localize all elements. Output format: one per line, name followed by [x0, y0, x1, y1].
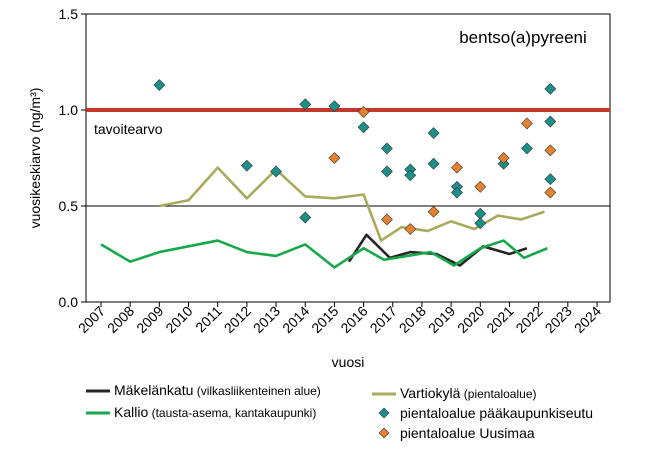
x-tick-label: 2020	[454, 303, 487, 336]
legend-item-1: Kallio (tausta-asema, kantakaupunki)	[86, 404, 316, 420]
x-tick-label: 2024	[571, 303, 604, 336]
legend-item-3: pientaloalue pääkaupunkiseutu	[378, 405, 593, 421]
point-pientaloalue-p-kaupunkiseutu-10	[404, 169, 417, 182]
x-tick-label: 2013	[250, 303, 283, 336]
point-pientaloalue-uusimaa-1	[357, 105, 370, 118]
series-line-kallio	[100, 239, 548, 269]
point-pientaloalue-uusimaa-4	[427, 205, 440, 218]
point-pientaloalue-p-kaupunkiseutu-3	[299, 98, 312, 111]
x-tick-label: 2012	[221, 303, 254, 336]
legend-swatch	[378, 407, 390, 419]
target-label: tavoitearvo	[94, 121, 163, 137]
legend: Mäkelänkatu (vilkasliikenteinen alue) Kal…	[86, 382, 593, 441]
point-pientaloalue-uusimaa-9	[544, 186, 557, 199]
x-tick-label: 2019	[425, 303, 458, 336]
legend-item-4: pientaloalue Uusimaa	[378, 425, 535, 441]
point-pientaloalue-p-kaupunkiseutu-19	[544, 82, 557, 95]
grid-layer	[86, 108, 610, 207]
x-tick-label: 2017	[367, 303, 400, 336]
series-layer	[100, 79, 557, 269]
y-tick-label: 0.5	[59, 198, 79, 214]
plot-area	[85, 13, 611, 303]
y-axis-title: vuosikeskiarvo (ng/m³)	[27, 88, 43, 229]
point-pientaloalue-p-kaupunkiseutu-4	[299, 211, 312, 224]
y-tick-label: 0.0	[59, 294, 79, 310]
point-pientaloalue-uusimaa-7	[497, 152, 510, 164]
point-pientaloalue-p-kaupunkiseutu-6	[357, 121, 370, 134]
point-pientaloalue-p-kaupunkiseutu-8	[381, 165, 393, 178]
point-pientaloalue-p-kaupunkiseutu-14	[451, 186, 463, 199]
point-pientaloalue-uusimaa-6	[474, 180, 487, 193]
point-pientaloalue-uusimaa-3	[404, 223, 417, 235]
legend-label: pientaloalue pääkaupunkiseutu	[400, 405, 593, 421]
x-tick-label: 2015	[308, 303, 341, 336]
point-pientaloalue-p-kaupunkiseutu-16	[474, 217, 487, 230]
point-pientaloalue-p-kaupunkiseutu-7	[381, 142, 393, 155]
x-tick-label: 2018	[396, 303, 429, 336]
legend-item-2: Vartiokylä (pientaloalue)	[372, 385, 537, 401]
legend-label: Vartiokylä (pientaloalue)	[400, 385, 537, 401]
series-line-vartiokyl-	[159, 166, 545, 242]
x-tick-label: 2021	[483, 303, 516, 336]
point-pientaloalue-p-kaupunkiseutu-2	[270, 165, 282, 178]
x-tick-label: 2007	[75, 303, 108, 336]
point-pientaloalue-p-kaupunkiseutu-5	[328, 100, 341, 113]
legend-label: Mäkelänkatu (vilkasliikenteinen alue)	[114, 382, 321, 398]
point-pientaloalue-uusimaa-5	[451, 161, 463, 174]
point-pientaloalue-p-kaupunkiseutu-20	[544, 115, 557, 128]
x-tick-label: 2009	[133, 303, 166, 336]
point-pientaloalue-uusimaa-10	[544, 144, 557, 157]
y-tick-label: 1.0	[59, 102, 79, 118]
point-pientaloalue-uusimaa-0	[328, 152, 341, 164]
legend-item-0: Mäkelänkatu (vilkasliikenteinen alue)	[86, 382, 321, 398]
y-tick-label: 1.5	[59, 6, 79, 22]
x-tick-label: 2010	[162, 303, 195, 336]
x-tick-label: 2008	[104, 303, 137, 336]
legend-swatch	[378, 427, 390, 439]
x-tick-label: 2016	[337, 303, 370, 336]
point-pientaloalue-uusimaa-8	[521, 117, 533, 130]
x-tick-label: 2022	[512, 303, 545, 336]
legend-label: Kallio (tausta-asema, kantakaupunki)	[114, 404, 316, 420]
chart-title: bentso(a)pyreeni	[459, 28, 587, 47]
point-pientaloalue-p-kaupunkiseutu-0	[153, 79, 166, 91]
point-pientaloalue-p-kaupunkiseutu-1	[240, 159, 253, 172]
x-tick-label: 2011	[192, 303, 225, 336]
point-pientaloalue-p-kaupunkiseutu-11	[427, 127, 440, 139]
point-pientaloalue-p-kaupunkiseutu-18	[521, 142, 533, 155]
point-pientaloalue-p-kaupunkiseutu-21	[544, 173, 557, 186]
x-axis-title: vuosi	[332, 354, 365, 370]
point-pientaloalue-uusimaa-2	[381, 213, 393, 226]
legend-label: pientaloalue Uusimaa	[400, 425, 535, 441]
x-tick-label: 2023	[542, 303, 575, 336]
point-pientaloalue-p-kaupunkiseutu-12	[427, 157, 440, 170]
x-tick-label: 2014	[279, 303, 312, 336]
